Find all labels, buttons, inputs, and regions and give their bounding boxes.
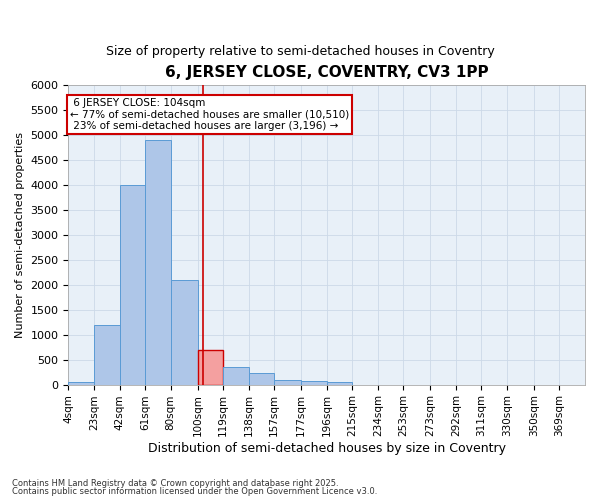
Bar bbox=[248, 373, 274, 384]
Bar bbox=[327, 382, 352, 384]
Text: Contains HM Land Registry data © Crown copyright and database right 2025.: Contains HM Land Registry data © Crown c… bbox=[12, 478, 338, 488]
Bar bbox=[170, 280, 197, 384]
Bar bbox=[119, 185, 145, 384]
Title: 6, JERSEY CLOSE, COVENTRY, CV3 1PP: 6, JERSEY CLOSE, COVENTRY, CV3 1PP bbox=[165, 65, 488, 80]
Bar bbox=[223, 367, 248, 384]
Bar bbox=[145, 140, 170, 384]
Text: Size of property relative to semi-detached houses in Coventry: Size of property relative to semi-detach… bbox=[106, 45, 494, 58]
Bar bbox=[301, 381, 327, 384]
Bar bbox=[274, 380, 301, 384]
Y-axis label: Number of semi-detached properties: Number of semi-detached properties bbox=[15, 132, 25, 338]
Bar bbox=[94, 324, 119, 384]
Bar bbox=[197, 350, 223, 384]
Bar bbox=[68, 382, 94, 384]
X-axis label: Distribution of semi-detached houses by size in Coventry: Distribution of semi-detached houses by … bbox=[148, 442, 506, 455]
Text: Contains public sector information licensed under the Open Government Licence v3: Contains public sector information licen… bbox=[12, 487, 377, 496]
Text: 6 JERSEY CLOSE: 104sqm
← 77% of semi-detached houses are smaller (10,510)
 23% o: 6 JERSEY CLOSE: 104sqm ← 77% of semi-det… bbox=[70, 98, 349, 131]
